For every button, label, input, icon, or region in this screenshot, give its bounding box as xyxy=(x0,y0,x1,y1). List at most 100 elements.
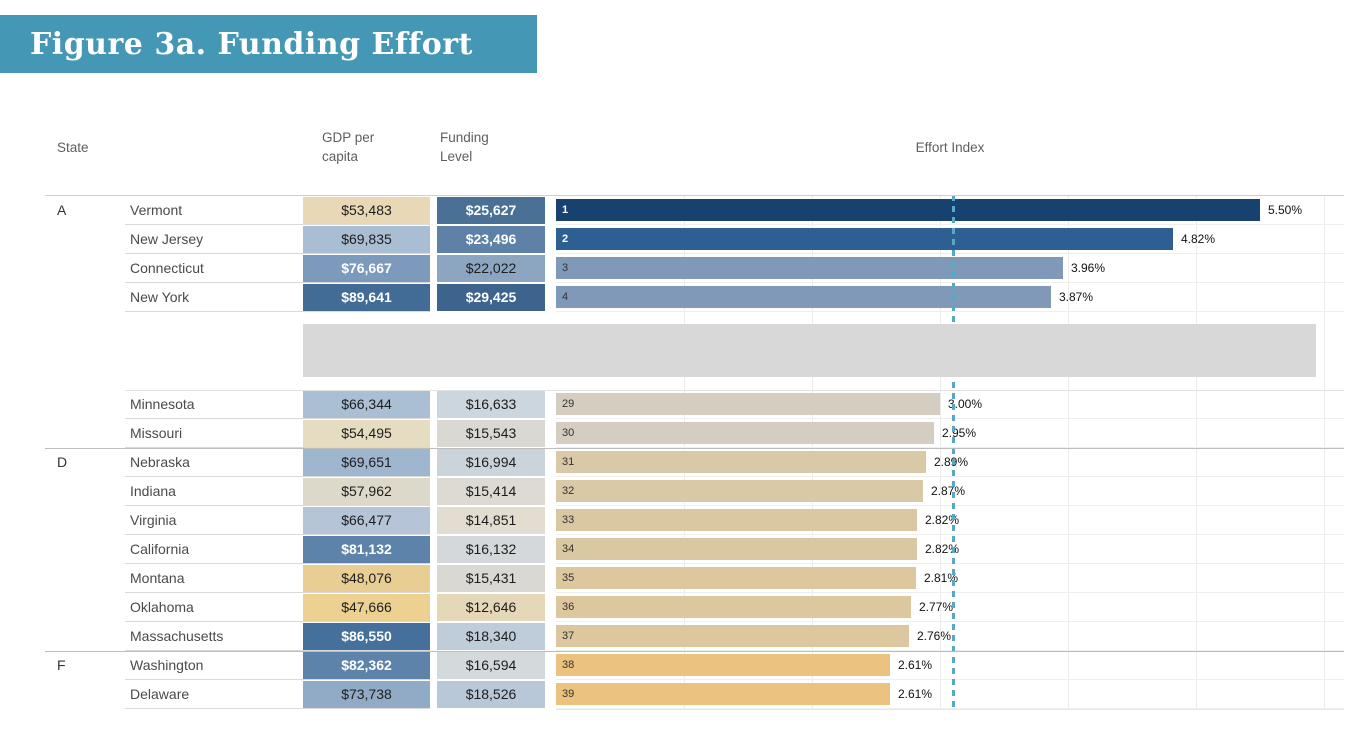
table-row: Indiana $57,962 $15,414 32 2.87% xyxy=(45,477,1344,506)
section-a-top-border xyxy=(45,195,1344,196)
effort-index-bar[interactable]: 30 xyxy=(556,422,934,444)
effort-index-bar[interactable]: 31 xyxy=(556,451,926,473)
gdp-per-capita-cell[interactable]: $76,667 xyxy=(303,255,430,282)
funding-level-cell[interactable]: $15,431 xyxy=(437,565,545,592)
effort-percent-label: 2.77% xyxy=(919,600,954,614)
grade-label xyxy=(57,419,97,448)
row-divider xyxy=(125,311,430,312)
lower-block-top-border xyxy=(125,390,1344,391)
row-divider xyxy=(125,447,430,448)
state-label: Nebraska xyxy=(130,454,190,470)
effort-index-bar[interactable]: 34 xyxy=(556,538,917,560)
state-label: Connecticut xyxy=(130,260,204,276)
chart-row-divider xyxy=(556,650,1344,651)
chart-row-divider xyxy=(556,224,1344,225)
funding-level-cell[interactable]: $22,022 xyxy=(437,255,545,282)
state-label: Oklahoma xyxy=(130,599,194,615)
rank-label: 39 xyxy=(562,688,575,700)
gdp-per-capita-cell[interactable]: $66,477 xyxy=(303,507,430,534)
gdp-per-capita-cell[interactable]: $48,076 xyxy=(303,565,430,592)
effort-index-bar[interactable]: 1 xyxy=(556,199,1260,221)
effort-index-bar[interactable]: 36 xyxy=(556,596,911,618)
grade-label xyxy=(57,680,97,709)
funding-level-cell[interactable]: $15,543 xyxy=(437,420,545,447)
funding-level-cell[interactable]: $29,425 xyxy=(437,284,545,311)
rank-label: 1 xyxy=(562,204,569,216)
table-row: New York $89,641 $29,425 4 3.87% xyxy=(45,283,1344,312)
table-row: F Washington $82,362 $16,594 38 2.61% xyxy=(45,651,1344,680)
funding-level-cell[interactable]: $15,414 xyxy=(437,478,545,505)
effort-index-bar[interactable]: 37 xyxy=(556,625,909,647)
average-effort-reference-line xyxy=(951,195,955,710)
chart-row-divider xyxy=(556,418,1344,419)
gdp-per-capita-cell[interactable]: $54,495 xyxy=(303,420,430,447)
chart-row-divider xyxy=(556,476,1344,477)
funding-level-cell[interactable]: $23,496 xyxy=(437,226,545,253)
table-row: Oklahoma $47,666 $12,646 36 2.77% xyxy=(45,593,1344,622)
chart-row-divider xyxy=(556,505,1344,506)
funding-level-cell[interactable]: $25,627 xyxy=(437,197,545,224)
table-row: Connecticut $76,667 $22,022 3 3.96% xyxy=(45,254,1344,283)
state-label: Virginia xyxy=(130,512,177,528)
funding-level-cell[interactable]: $14,851 xyxy=(437,507,545,534)
funding-level-cell[interactable]: $16,994 xyxy=(437,449,545,476)
section-d-boundary xyxy=(45,448,1344,449)
grade-label xyxy=(57,225,97,254)
chart-row-divider xyxy=(556,311,1344,312)
gdp-per-capita-cell[interactable]: $73,738 xyxy=(303,681,430,708)
table-row: Virginia $66,477 $14,851 33 2.82% xyxy=(45,506,1344,535)
chart-row-divider xyxy=(556,447,1344,448)
funding-level-cell[interactable]: $12,646 xyxy=(437,594,545,621)
rank-label: 32 xyxy=(562,485,575,497)
effort-index-bar[interactable]: 29 xyxy=(556,393,940,415)
gdp-per-capita-cell[interactable]: $81,132 xyxy=(303,536,430,563)
grade-label: D xyxy=(57,454,68,470)
funding-level-cell[interactable]: $16,594 xyxy=(437,652,545,679)
state-label: New York xyxy=(130,289,190,305)
row-divider xyxy=(125,679,430,680)
column-header-effort-index: Effort Index xyxy=(915,140,985,155)
gdp-per-capita-cell[interactable]: $66,344 xyxy=(303,391,430,418)
column-header-state: State xyxy=(57,140,89,155)
funding-level-cell[interactable]: $18,340 xyxy=(437,623,545,650)
row-divider xyxy=(125,621,430,622)
gdp-per-capita-cell[interactable]: $69,651 xyxy=(303,449,430,476)
gdp-per-capita-cell[interactable]: $47,666 xyxy=(303,594,430,621)
gdp-per-capita-cell[interactable]: $57,962 xyxy=(303,478,430,505)
effort-index-bar[interactable]: 32 xyxy=(556,480,923,502)
row-divider xyxy=(125,563,430,564)
effort-index-bar[interactable]: 3 xyxy=(556,257,1063,279)
chart-row-divider xyxy=(556,708,1344,709)
effort-index-bar[interactable]: 33 xyxy=(556,509,917,531)
grade-label xyxy=(57,535,97,564)
rank-label: 35 xyxy=(562,572,575,584)
figure-banner: Figure 3a. Funding Effort xyxy=(0,15,537,73)
funding-level-cell[interactable]: $18,526 xyxy=(437,681,545,708)
gdp-per-capita-cell[interactable]: $69,835 xyxy=(303,226,430,253)
funding-level-cell[interactable]: $16,132 xyxy=(437,536,545,563)
row-divider xyxy=(125,650,430,651)
table-row: California $81,132 $16,132 34 2.82% xyxy=(45,535,1344,564)
gdp-per-capita-cell[interactable]: $86,550 xyxy=(303,623,430,650)
chart-row-divider xyxy=(556,592,1344,593)
gdp-per-capita-cell[interactable]: $53,483 xyxy=(303,197,430,224)
effort-percent-label: 2.81% xyxy=(924,571,959,585)
gridline xyxy=(1324,195,1325,710)
effort-index-bar[interactable]: 2 xyxy=(556,228,1173,250)
rank-label: 31 xyxy=(562,456,575,468)
section-f-boundary xyxy=(45,651,1344,652)
effort-index-bar[interactable]: 38 xyxy=(556,654,890,676)
table-row: D Nebraska $69,651 $16,994 31 2.89% xyxy=(45,448,1344,477)
funding-level-cell[interactable]: $16,633 xyxy=(437,391,545,418)
effort-index-bar[interactable]: 35 xyxy=(556,567,916,589)
effort-percent-label: 5.50% xyxy=(1268,203,1303,217)
gdp-per-capita-cell[interactable]: $89,641 xyxy=(303,284,430,311)
effort-index-bar[interactable]: 4 xyxy=(556,286,1051,308)
table-row: Massachusetts $86,550 $18,340 37 2.76% xyxy=(45,622,1344,651)
effort-percent-label: 3.96% xyxy=(1071,261,1106,275)
state-label: Montana xyxy=(130,570,185,586)
gdp-per-capita-cell[interactable]: $82,362 xyxy=(303,652,430,679)
table-row: Missouri $54,495 $15,543 30 2.95% xyxy=(45,419,1344,448)
effort-index-bar[interactable]: 39 xyxy=(556,683,890,705)
state-label: Vermont xyxy=(130,202,183,218)
